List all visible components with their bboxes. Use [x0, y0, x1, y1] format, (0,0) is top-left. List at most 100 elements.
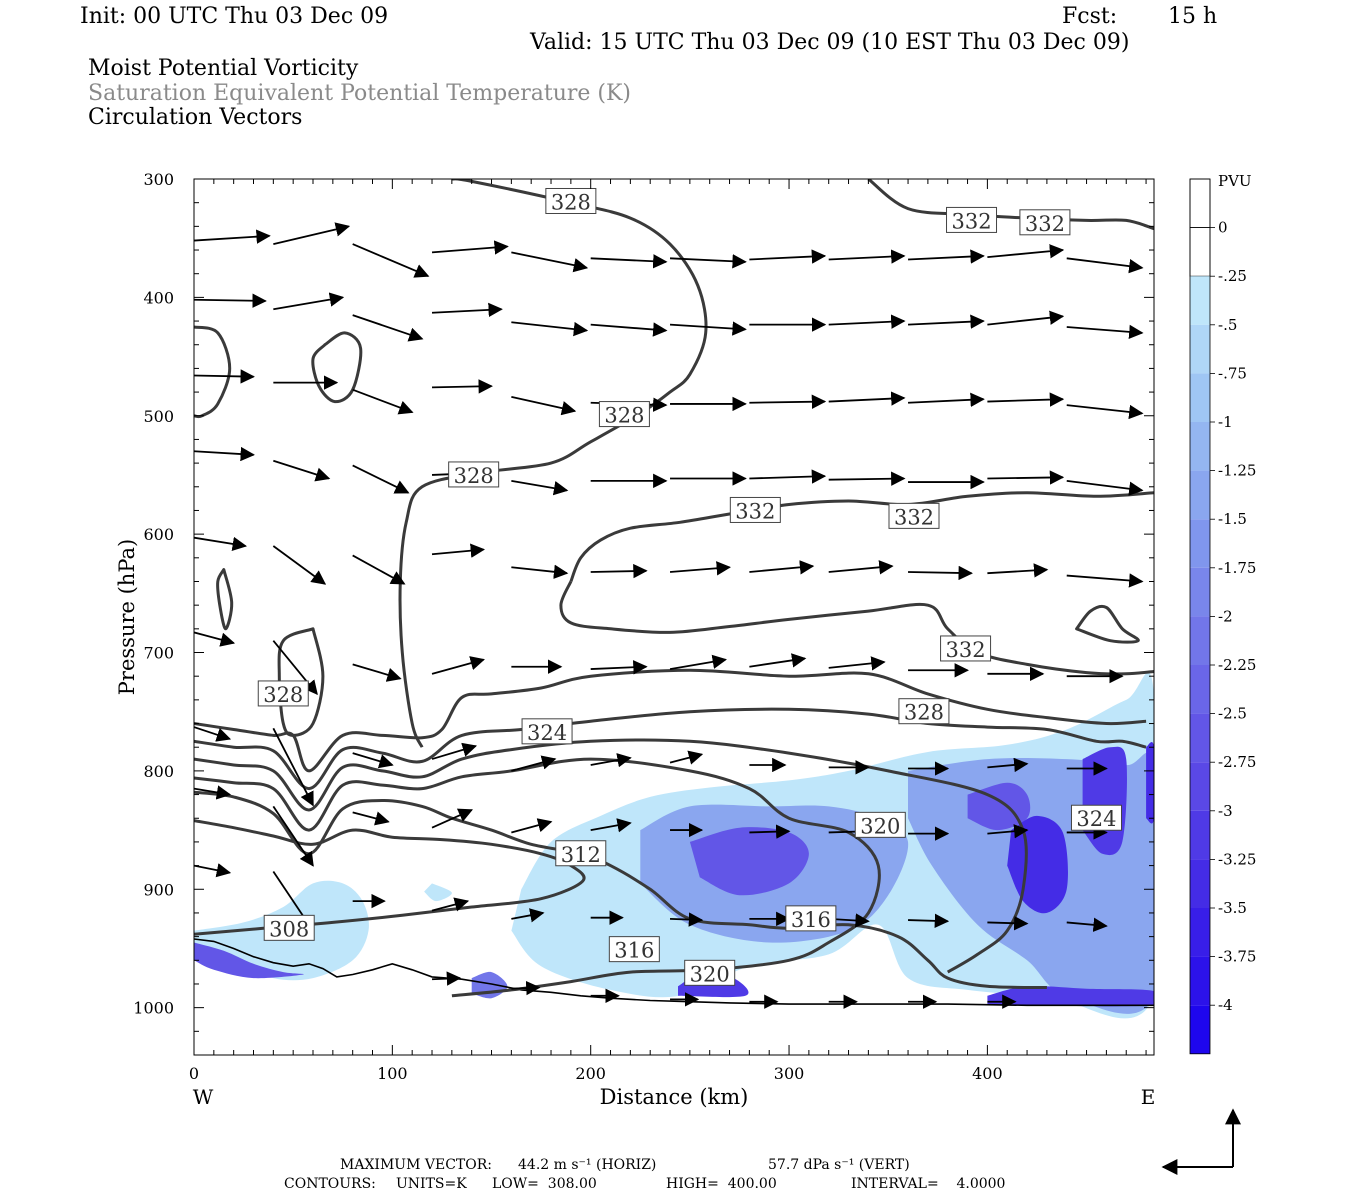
contour-label-box: [448, 461, 500, 488]
contour-label-box: [684, 959, 736, 986]
contour-label-316: 316: [608, 936, 660, 963]
vector-arrow-350-3: [431, 240, 509, 255]
y-axis-label: Pressure (hPa): [115, 539, 139, 695]
colorbar-label: -2: [1218, 607, 1233, 625]
vector-arrow-925-11: [1066, 917, 1108, 932]
colorbar-label: -1.25: [1218, 462, 1256, 480]
contour-label-text: 332: [894, 505, 934, 529]
vector-arrow-625-5: [590, 563, 648, 579]
vector-arrow-550-7: [749, 469, 827, 484]
vector-arrow-775-1: [272, 727, 314, 807]
vector-arrow-350-5: [590, 254, 668, 269]
vector-arrow-1000-0: [431, 971, 462, 986]
contour-label-328: 328: [898, 698, 950, 725]
colorbar-label: -.5: [1218, 316, 1237, 334]
colorbar-swatch: [1190, 908, 1210, 957]
circulation-vectors: [194, 222, 1144, 1009]
contour-label-308: 308: [263, 914, 315, 941]
contour-label-box: [898, 698, 950, 725]
vector-arrow-400-2: [352, 314, 424, 342]
vector-arrow-775-5: [590, 753, 632, 768]
vector-arrow-350-0: [194, 229, 271, 244]
vector-arrow-350-9: [908, 249, 985, 264]
contour-label-box: [598, 401, 650, 428]
vector-arrow-775-10: [987, 757, 1029, 773]
max-vector-label: MAXIMUM VECTOR:: [340, 1157, 492, 1173]
axes: 0 100 200 300 400 300 400 500 600 700 800 900 1000: [133, 170, 1155, 1083]
colorbar-swatch: [1190, 859, 1210, 908]
vector-arrow-400-6: [669, 321, 747, 336]
x-end-label-west: W: [193, 1085, 214, 1109]
y-tick-label: 800: [143, 762, 174, 781]
contour-label-text: 328: [551, 190, 591, 214]
colorbar-label: -1.75: [1218, 559, 1256, 577]
contour-label-text: 324: [1076, 807, 1116, 831]
colorbar-label: -3.5: [1218, 899, 1247, 917]
vector-arrow-550-0: [194, 446, 255, 462]
field-title-vectors: Circulation Vectors: [88, 105, 303, 130]
y-tick-label: 300: [143, 170, 174, 189]
vector-arrow-475-10: [987, 392, 1065, 407]
colorbar-label: 0: [1218, 219, 1228, 237]
contour-label-332: 332: [888, 502, 940, 529]
pv-shading: [194, 672, 1154, 1019]
contour-332c: [867, 179, 1154, 231]
vector-arrow-475-11: [1066, 404, 1144, 420]
x-tick-label: 400: [972, 1064, 1003, 1083]
pv-region-5: [689, 827, 809, 896]
vector-arrow-850-2: [352, 811, 390, 826]
contour-label-box: [521, 718, 573, 745]
colorbar-swatch: [1190, 567, 1210, 617]
vector-arrow-925-10: [987, 916, 1029, 931]
contour-label-320: 320: [854, 811, 906, 838]
contour-closed1: [277, 627, 325, 737]
colorbar-label: -1: [1218, 413, 1233, 431]
vector-arrow-700-0: [194, 631, 236, 647]
colorbar-swatch: [1190, 616, 1210, 665]
contour-label-text: 332: [951, 209, 991, 233]
vector-arrow-775-3: [431, 742, 478, 760]
contour-label-312: 312: [555, 840, 607, 867]
vector-arrow-625-8: [828, 560, 894, 575]
x-tick-label: 100: [377, 1064, 408, 1083]
vector-arrow-400-1: [273, 292, 345, 311]
reference-vector-icon: [1161, 1108, 1241, 1175]
vector-arrow-850-5: [590, 818, 632, 833]
colorbar-swatch: [1190, 1005, 1210, 1054]
vector-arrow-350-11: [1066, 257, 1144, 274]
vector-arrow-700-6: [669, 654, 727, 670]
x-axis-label: Distance (km): [600, 1085, 749, 1109]
forecast-hour: 15 h: [1168, 4, 1218, 29]
vector-arrow-775-2: [352, 752, 394, 769]
contour-label-text: 320: [690, 962, 730, 986]
x-end-label-east: E: [1141, 1085, 1156, 1109]
colorbar: PVU 0 -.25 -.5 -.75 -1 -1.25 -1.5 -1.75 -2 -2.25 -2…: [1189, 172, 1256, 1055]
vector-arrow-350-8: [828, 249, 906, 264]
contour-label-text: 332: [1025, 212, 1065, 236]
plot-frame: [193, 178, 1155, 1056]
contour-label-box: [940, 635, 992, 662]
vector-arrow-350-6: [669, 254, 747, 269]
vector-arrow-400-8: [828, 314, 906, 329]
contour-324: [194, 707, 1147, 791]
vector-arrow-850-7: [749, 824, 791, 839]
x-tick-label: 0: [189, 1064, 199, 1083]
vector-arrow-625-6: [669, 561, 731, 576]
colorbar-label: -2.25: [1218, 656, 1256, 674]
vector-arrow-1000-1: [511, 980, 541, 996]
vector-arrow-350-7: [749, 249, 827, 264]
vector-arrow-775-0: [194, 726, 232, 742]
y-tick-label: 500: [143, 407, 174, 426]
y-tick-label: 400: [143, 288, 174, 307]
colorbar-swatch: [1190, 422, 1210, 471]
contour-label-box: [785, 905, 837, 932]
contour-label-320: 320: [684, 959, 736, 986]
contour-label-328: 328: [598, 401, 650, 428]
vector-arrow-550-2: [352, 464, 410, 494]
colorbar-label: -3: [1218, 802, 1233, 820]
vector-arrow-350-10: [987, 244, 1065, 259]
colorbar-label: -3.75: [1218, 948, 1256, 966]
contour-closed3: [216, 568, 234, 631]
contour-332b: [569, 491, 1154, 583]
